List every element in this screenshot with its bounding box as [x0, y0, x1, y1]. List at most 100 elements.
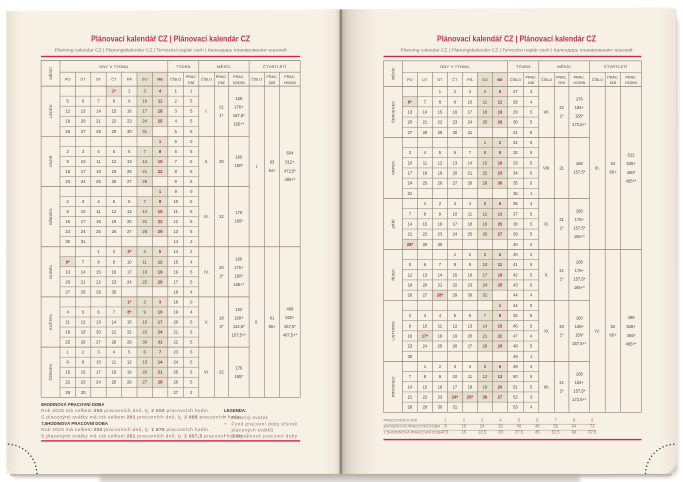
- svg-text:165*: 165*: [575, 114, 584, 119]
- svg-text:9: 9: [439, 374, 442, 379]
- svg-text:PO: PO: [407, 77, 413, 82]
- svg-text:21: 21: [173, 330, 178, 335]
- svg-text:5: 5: [409, 262, 412, 267]
- svg-text:4: 4: [97, 199, 100, 204]
- svg-text:31: 31: [513, 130, 518, 135]
- svg-text:ČT: ČT: [452, 77, 458, 82]
- svg-text:28: 28: [112, 340, 117, 345]
- svg-text:PRAC.: PRAC.: [574, 75, 585, 79]
- svg-text:12: 12: [127, 360, 132, 365]
- svg-text:17: 17: [173, 279, 178, 284]
- svg-text:10: 10: [423, 323, 428, 328]
- svg-text:21: 21: [559, 165, 564, 170]
- svg-text:19: 19: [453, 333, 458, 338]
- svg-text:34: 34: [513, 171, 518, 176]
- svg-text:KVĚTEN: KVĚTEN: [48, 314, 53, 330]
- svg-text:9: 9: [175, 189, 178, 194]
- svg-text:39: 39: [513, 232, 518, 237]
- svg-text:184+: 184+: [575, 380, 585, 385]
- svg-text:7: 7: [159, 350, 162, 355]
- svg-text:5: 5: [190, 340, 193, 345]
- svg-text:5: 5: [190, 229, 193, 234]
- svg-text:14: 14: [408, 384, 413, 389]
- svg-text:31: 31: [513, 140, 518, 145]
- svg-text:5: 5: [530, 313, 533, 318]
- svg-text:ČTVRTLETÍ: ČTVRTLETÍ: [604, 64, 628, 69]
- svg-text:26: 26: [127, 380, 132, 385]
- svg-text:172,5+*: 172,5+*: [572, 122, 587, 127]
- svg-text:11: 11: [468, 374, 473, 379]
- svg-text:5: 5: [530, 374, 533, 379]
- svg-text:12: 12: [112, 209, 117, 214]
- svg-text:12: 12: [65, 109, 70, 114]
- svg-text:29: 29: [438, 130, 443, 135]
- svg-text:16: 16: [408, 333, 413, 338]
- svg-text:8: 8: [97, 259, 100, 264]
- svg-text:19: 19: [438, 171, 443, 176]
- svg-text:23: 23: [408, 344, 413, 349]
- svg-text:NE: NE: [157, 77, 163, 82]
- svg-text:2: 2: [463, 418, 466, 423]
- svg-text:DNÍ: DNÍ: [610, 81, 617, 85]
- svg-text:20: 20: [498, 221, 503, 226]
- svg-text:3*: 3*: [127, 249, 131, 254]
- svg-text:27: 27: [423, 293, 428, 298]
- svg-text:472,5*: 472,5*: [284, 168, 296, 173]
- svg-text:5: 5: [190, 370, 193, 375]
- svg-text:16: 16: [498, 160, 503, 165]
- svg-text:4: 4: [530, 405, 533, 410]
- svg-text:3: 3: [469, 89, 472, 94]
- svg-text:27: 27: [468, 344, 473, 349]
- svg-text:20: 20: [219, 159, 224, 164]
- svg-text:6: 6: [128, 149, 131, 154]
- svg-text:30: 30: [453, 130, 458, 135]
- svg-text:4: 4: [499, 418, 502, 423]
- svg-text:4: 4: [530, 333, 533, 338]
- svg-text:X.: X.: [545, 272, 549, 277]
- svg-text:7: 7: [82, 259, 85, 264]
- svg-text:13: 13: [127, 159, 132, 164]
- svg-text:19: 19: [158, 269, 163, 274]
- svg-text:157,5*: 157,5*: [573, 389, 585, 394]
- svg-text:4: 4: [439, 313, 442, 318]
- svg-text:20: 20: [423, 283, 428, 288]
- svg-text:16: 16: [127, 109, 132, 114]
- svg-text:495+*: 495+*: [626, 179, 637, 184]
- svg-text:11: 11: [112, 360, 117, 365]
- svg-text:22: 22: [423, 232, 428, 237]
- svg-text:5: 5: [113, 149, 116, 154]
- svg-text:ST: ST: [437, 77, 443, 82]
- svg-text:168+: 168+: [234, 315, 244, 320]
- svg-text:5: 5: [190, 129, 193, 134]
- svg-text:15: 15: [462, 429, 467, 434]
- svg-text:V.: V.: [205, 320, 209, 325]
- svg-text:5: 5: [190, 109, 193, 114]
- svg-text:0: 0: [190, 189, 193, 194]
- svg-text:21: 21: [438, 283, 443, 288]
- svg-text:placených svátků: placených svátků: [232, 427, 274, 433]
- svg-text:+: +: [224, 421, 227, 426]
- svg-text:I.: I.: [256, 164, 258, 169]
- svg-text:165*: 165*: [235, 374, 244, 379]
- svg-text:165+*: 165+*: [233, 282, 244, 287]
- svg-text:7: 7: [144, 149, 147, 154]
- svg-text:15: 15: [158, 159, 163, 164]
- svg-text:PRAC.: PRAC.: [526, 75, 537, 79]
- svg-text:15: 15: [423, 384, 428, 389]
- svg-text:25: 25: [96, 229, 101, 234]
- svg-text:22,5: 22,5: [478, 429, 487, 434]
- svg-text:30: 30: [498, 181, 503, 186]
- svg-text:14: 14: [423, 109, 428, 114]
- svg-text:XII.: XII.: [544, 384, 550, 389]
- svg-text:1: 1: [424, 364, 427, 369]
- svg-text:2: 2: [454, 89, 457, 94]
- svg-text:18: 18: [498, 272, 503, 277]
- svg-text:31: 31: [468, 130, 473, 135]
- svg-text:65+: 65+: [269, 324, 277, 329]
- svg-text:15: 15: [158, 209, 163, 214]
- svg-text:PRACOVNÍCH DNÍ: PRACOVNÍCH DNÍ: [384, 418, 419, 423]
- svg-text:20: 20: [559, 324, 564, 329]
- svg-text:20: 20: [408, 120, 413, 125]
- svg-text:7: 7: [144, 199, 147, 204]
- svg-text:5: 5: [530, 262, 533, 267]
